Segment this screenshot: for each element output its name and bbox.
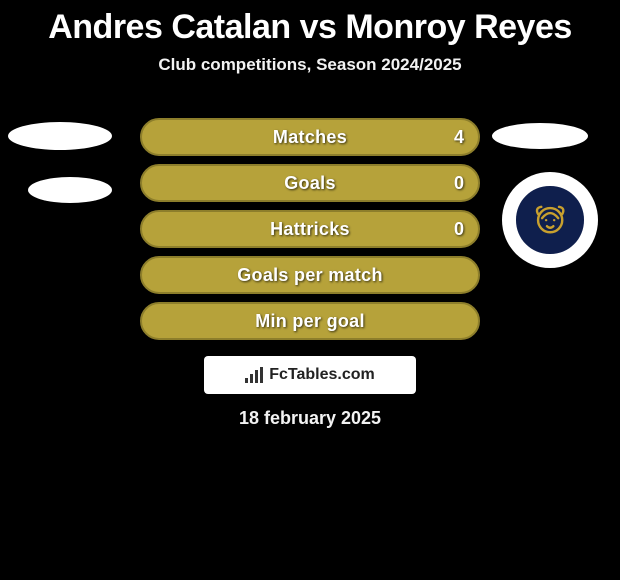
bar-chart-icon bbox=[245, 367, 263, 383]
stat-bar: Goals 0 bbox=[140, 164, 480, 202]
stat-label: Matches bbox=[273, 127, 347, 148]
stat-bar: Matches 4 bbox=[140, 118, 480, 156]
player-right-ellipse bbox=[492, 123, 588, 149]
generated-date: 18 february 2025 bbox=[0, 408, 620, 429]
brand-text: FcTables.com bbox=[269, 366, 375, 384]
stat-bar: Goals per match bbox=[140, 256, 480, 294]
player-left-ellipse-1 bbox=[8, 122, 112, 150]
pumas-logo-icon bbox=[530, 200, 570, 240]
stat-row: Goals per match bbox=[0, 256, 620, 302]
club-badge bbox=[502, 172, 598, 268]
page-subtitle: Club competitions, Season 2024/2025 bbox=[0, 55, 620, 75]
stat-label: Hattricks bbox=[270, 219, 350, 240]
stat-value: 0 bbox=[454, 212, 464, 246]
brand-badge: FcTables.com bbox=[204, 356, 416, 394]
stat-label: Goals bbox=[284, 173, 336, 194]
stat-value: 0 bbox=[454, 166, 464, 200]
stat-bar: Hattricks 0 bbox=[140, 210, 480, 248]
stat-bar: Min per goal bbox=[140, 302, 480, 340]
stat-value: 4 bbox=[454, 120, 464, 154]
stat-label: Min per goal bbox=[255, 311, 365, 332]
page-title: Andres Catalan vs Monroy Reyes bbox=[0, 0, 620, 47]
stat-row: Min per goal bbox=[0, 302, 620, 348]
player-left-ellipse-2 bbox=[28, 177, 112, 203]
stat-label: Goals per match bbox=[237, 265, 383, 286]
